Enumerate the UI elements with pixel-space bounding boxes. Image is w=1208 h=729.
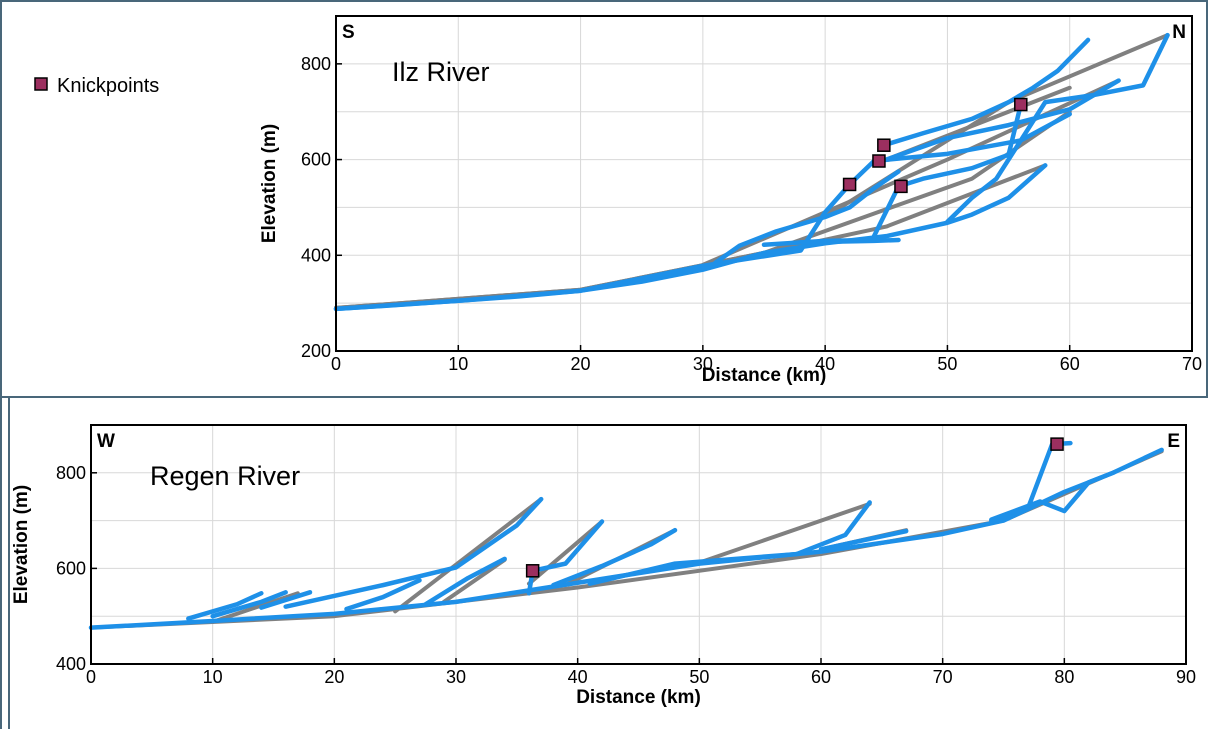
chart1-profile-line-6 bbox=[423, 556, 507, 607]
chart0-profile-line-8 bbox=[761, 237, 877, 248]
chart1-trend-line-2 bbox=[393, 497, 544, 614]
legend: Knickpoints bbox=[34, 75, 159, 97]
chart0-trend-line-0 bbox=[334, 163, 1048, 310]
chart0-ytick-label-3: 800 bbox=[301, 54, 331, 74]
chart1-xtick-label-8: 80 bbox=[1054, 667, 1074, 687]
chart1-x-axis-label: Distance (km) bbox=[576, 687, 701, 708]
legend-label: Knickpoints bbox=[57, 75, 159, 97]
chart0-profile-line-6 bbox=[945, 32, 1170, 225]
chart0-knickpoint-0 bbox=[842, 177, 857, 192]
frame-divider bbox=[0, 396, 1208, 398]
chart0-corner-label-right: N bbox=[1172, 22, 1186, 43]
chart1-ytick-label-0: 400 bbox=[56, 654, 86, 674]
chart0-knickpoint-3 bbox=[894, 179, 908, 194]
chart1-xtick-label-3: 30 bbox=[446, 667, 466, 687]
chart1-xtick-label-4: 40 bbox=[568, 667, 588, 687]
chart0-profile-line-3 bbox=[881, 37, 1091, 148]
chart1-xtick-label-0: 0 bbox=[86, 667, 96, 687]
chart1-plot-frame bbox=[90, 424, 1187, 665]
chart1-profile-line-12 bbox=[989, 470, 1116, 522]
chart1-xtick-label-2: 20 bbox=[324, 667, 344, 687]
chart0-corner-label-left: S bbox=[342, 22, 355, 43]
chart1-ytick-label-2: 800 bbox=[56, 463, 86, 483]
chart0-xtick-label-3: 30 bbox=[693, 354, 713, 374]
chart1-trend-line-1 bbox=[210, 591, 300, 624]
chart1-chart-title: Regen River bbox=[150, 461, 300, 491]
chart0-xtick-label-5: 50 bbox=[937, 354, 957, 374]
chart1-profile-line-9 bbox=[587, 500, 872, 586]
chart1-corner-label-right: E bbox=[1167, 431, 1180, 452]
chart1-xtick-label-6: 60 bbox=[811, 667, 831, 687]
frame-border-right bbox=[1206, 0, 1208, 396]
chart1-profile-line-1 bbox=[186, 591, 264, 621]
chart0-ytick-label-1: 400 bbox=[301, 245, 331, 265]
chart0-xtick-label-2: 20 bbox=[571, 354, 591, 374]
chart0-y-axis-label: Elevation (m) bbox=[259, 124, 280, 243]
chart1-trend-line-4 bbox=[527, 519, 604, 586]
chart0-knickpoint-1 bbox=[872, 154, 886, 168]
chart1-profile-line-2 bbox=[210, 590, 288, 619]
frame-border-lower-left bbox=[8, 398, 10, 729]
ilz-river-chart: 0 10 20 30 40 50 60 70 200 400 600 800 Distance (km)… bbox=[259, 15, 1202, 386]
chart0-profile-line-2 bbox=[712, 169, 901, 266]
chart1-trend-line-6 bbox=[697, 501, 872, 565]
chart0-ytick-label-2: 600 bbox=[301, 150, 331, 170]
chart1-profile-line-10 bbox=[818, 528, 909, 552]
chart1-profile-line-7 bbox=[526, 519, 605, 596]
chart0-plot-frame bbox=[335, 15, 1193, 352]
chart1-y-axis-label: Elevation (m) bbox=[11, 485, 32, 604]
chart1-profile-line-3 bbox=[259, 590, 313, 610]
legend-knickpoint-marker bbox=[34, 77, 48, 91]
chart1-profile-line-8 bbox=[551, 527, 678, 588]
regen-river-chart: 0 10 20 30 40 50 60 70 80 90 400 600 800 Distance (km… bbox=[11, 424, 1196, 708]
chart1-knickpoint-0 bbox=[525, 564, 540, 578]
chart1-xtick-label-7: 70 bbox=[933, 667, 953, 687]
chart0-profile-line-4 bbox=[884, 78, 1121, 162]
chart1-xtick-label-5: 50 bbox=[689, 667, 709, 687]
chart0-knickpoint-4 bbox=[1014, 97, 1028, 112]
chart1-profile-line-4 bbox=[283, 496, 544, 609]
chart0-x-axis-label: Distance (km) bbox=[702, 365, 827, 386]
chart0-xtick-label-0: 0 bbox=[331, 354, 341, 374]
chart1-ytick-label-1: 600 bbox=[56, 558, 86, 578]
chart0-xtick-label-1: 10 bbox=[448, 354, 468, 374]
chart0-profile-line-0 bbox=[333, 163, 1048, 312]
chart0-profile-line-5 bbox=[871, 102, 1024, 239]
chart0-xtick-label-6: 60 bbox=[1060, 354, 1080, 374]
frame-border-top bbox=[0, 0, 1208, 2]
chart1-profile-line-5 bbox=[344, 578, 422, 612]
chart1-xtick-label-9: 90 bbox=[1176, 667, 1196, 687]
chart0-knickpoint-2 bbox=[877, 138, 891, 152]
chart0-chart-title: Ilz River bbox=[392, 57, 490, 87]
chart0-xtick-label-7: 70 bbox=[1182, 354, 1202, 374]
chart0-profile-line-1 bbox=[333, 111, 1072, 312]
chart1-corner-label-left: W bbox=[97, 431, 115, 452]
chart1-xtick-label-1: 10 bbox=[203, 667, 223, 687]
frame-border-left bbox=[0, 0, 2, 729]
chart1-trend-line-3 bbox=[441, 557, 507, 604]
chart0-xtick-label-4: 40 bbox=[815, 354, 835, 374]
chart0-ytick-label-0: 200 bbox=[301, 341, 331, 361]
chart1-knickpoint-1 bbox=[1050, 437, 1064, 451]
